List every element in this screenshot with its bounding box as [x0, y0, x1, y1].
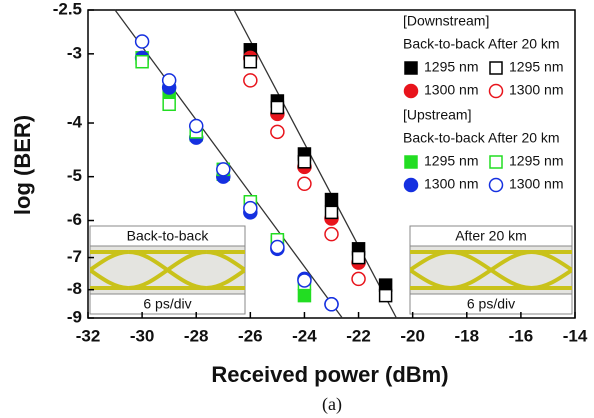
legend-label: 1295 nm — [509, 153, 563, 169]
square-marker — [136, 56, 148, 68]
inset-title: After 20 km — [455, 228, 527, 244]
y-tick-label: -9 — [67, 307, 82, 326]
x-tick-label: -32 — [76, 326, 101, 345]
circle-marker — [244, 202, 257, 215]
y-tick-label: -8 — [67, 279, 82, 298]
fit-line — [234, 10, 396, 318]
legend-label: 1295 nm — [509, 59, 563, 75]
circle-marker — [163, 74, 176, 87]
circle-marker — [325, 298, 338, 311]
square-marker — [298, 290, 310, 302]
circle-marker — [190, 119, 203, 132]
circle-marker — [136, 35, 149, 48]
inset-scale: 6 ps/div — [143, 296, 191, 312]
legend-label: 1295 nm — [424, 59, 478, 75]
circle-marker — [490, 179, 503, 192]
circle-marker — [298, 177, 311, 190]
circle-marker — [405, 179, 418, 192]
legend-label: 1300 nm — [424, 176, 478, 192]
circle-marker — [244, 74, 257, 87]
chart: Received power (dBm) log (BER) (a) Back-… — [0, 0, 594, 418]
x-tick-label: -30 — [130, 326, 155, 345]
square-marker — [405, 156, 417, 168]
square-marker — [298, 156, 310, 168]
square-marker — [163, 98, 175, 110]
x-tick-label: -16 — [509, 326, 534, 345]
legend-label: 1300 nm — [509, 176, 563, 192]
square-marker — [326, 194, 338, 206]
legend-label: 1300 nm — [424, 82, 478, 98]
square-marker — [326, 206, 338, 218]
square-marker — [244, 56, 256, 68]
legend-group-title: [Downstream] — [403, 13, 489, 29]
y-tick-label: -7 — [67, 247, 82, 266]
x-tick-label: -22 — [346, 326, 371, 345]
circle-marker — [490, 85, 503, 98]
circle-marker — [325, 228, 338, 241]
x-tick-label: -24 — [292, 326, 317, 345]
square-marker — [490, 156, 502, 168]
inset-title: Back-to-back — [127, 228, 210, 244]
y-tick-label: -5 — [67, 166, 82, 185]
x-tick-label: -14 — [563, 326, 588, 345]
square-marker — [353, 252, 365, 264]
circle-marker — [271, 125, 284, 138]
y-tick-label: -4 — [67, 112, 83, 131]
x-tick-label: -26 — [238, 326, 263, 345]
legend-column-title: After 20 km — [488, 36, 560, 52]
circle-marker — [352, 272, 365, 285]
x-axis-title: Received power (dBm) — [211, 362, 448, 387]
y-tick-label: -6 — [67, 210, 82, 229]
caption: (a) — [322, 394, 342, 415]
legend-label: 1295 nm — [424, 153, 478, 169]
legend-column-title: After 20 km — [488, 130, 560, 146]
x-tick-label: -28 — [184, 326, 209, 345]
legend-group-title: [Upstream] — [403, 107, 471, 123]
square-marker — [380, 290, 392, 302]
square-marker — [490, 62, 502, 74]
circle-marker — [298, 274, 311, 287]
y-axis-title: log (BER) — [10, 115, 35, 215]
circle-marker — [405, 85, 418, 98]
legend-label: 1300 nm — [509, 82, 563, 98]
circle-marker — [271, 241, 284, 254]
y-tick-label: -3 — [67, 43, 82, 62]
x-tick-label: -18 — [454, 326, 479, 345]
square-marker — [405, 62, 417, 74]
inset-scale: 6 ps/div — [467, 296, 515, 312]
legend-column-title: Back-to-back — [403, 36, 486, 52]
legend-column-title: Back-to-back — [403, 130, 486, 146]
circle-marker — [217, 163, 230, 176]
x-tick-label: -20 — [400, 326, 425, 345]
square-marker — [271, 101, 283, 113]
y-tick-label: -2.5 — [53, 0, 82, 18]
